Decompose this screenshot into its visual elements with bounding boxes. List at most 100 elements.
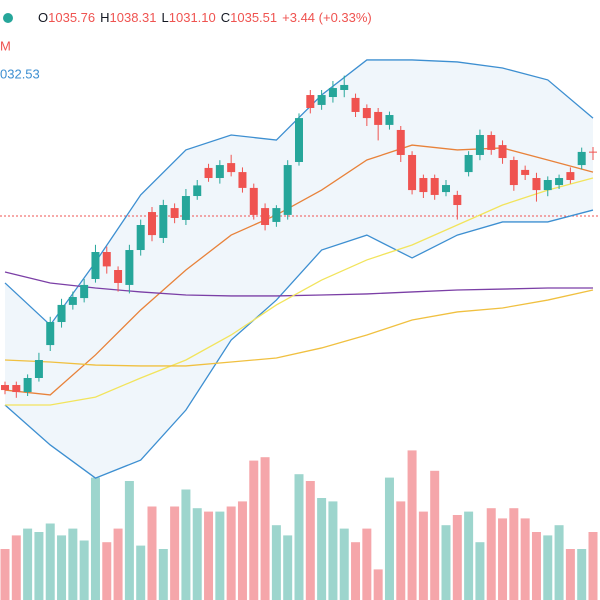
volume-bar [181, 489, 191, 600]
candle-body [193, 185, 202, 197]
candle-body [102, 252, 111, 267]
volume-bar [430, 470, 440, 600]
candle-body [577, 151, 586, 166]
volume-bar [351, 542, 361, 600]
volume-bar [90, 477, 100, 600]
candle-body [543, 180, 552, 191]
volume-bar [215, 511, 225, 600]
volume-bar [271, 525, 281, 600]
volume-bar [486, 508, 496, 600]
volume-bar [260, 457, 270, 600]
ohlc-key: H [100, 10, 109, 25]
volume-bar [588, 532, 598, 600]
indicator-line [5, 177, 594, 406]
volume-bar [373, 569, 383, 600]
candle-body [498, 145, 507, 159]
candle-body [125, 250, 134, 285]
change-value: +3.44 (+0.33%) [282, 10, 372, 25]
candle-body [272, 208, 281, 222]
volume-bar [294, 474, 304, 600]
candle-body [509, 160, 518, 186]
side-label-1: M [0, 38, 11, 53]
candle-body [475, 135, 484, 155]
indicator-line [4, 289, 594, 367]
volume-bar [170, 506, 180, 600]
candle-body [170, 208, 179, 218]
candle-body [419, 178, 428, 193]
status-dot [3, 13, 13, 23]
volume-bar [464, 511, 474, 600]
volume-bar [102, 542, 112, 600]
candle-body [1, 385, 9, 391]
candle-body [306, 95, 315, 108]
volume-bar [158, 549, 168, 600]
candle-body [566, 172, 575, 180]
volume-bar [565, 549, 575, 600]
ohlc-legend: O1035.76 H1038.31 L1031.10 C1035.51 +3.44 (+… [38, 10, 372, 25]
volume-bar [362, 528, 372, 600]
volume-bar [396, 501, 406, 600]
volume-bar [226, 506, 236, 600]
volume-bar [531, 532, 541, 600]
candle-body [249, 187, 258, 215]
volume-bar [441, 525, 451, 600]
volume-bar [509, 508, 519, 600]
candle-body [487, 135, 496, 150]
candle-body [261, 208, 270, 225]
candle-body [328, 88, 337, 98]
volume-bar [283, 535, 293, 600]
volume-bar [452, 515, 462, 600]
candle-body [430, 178, 439, 195]
candle-body [521, 169, 530, 175]
volume-bar [237, 501, 247, 600]
candle-body [351, 97, 360, 112]
candle-body [589, 151, 597, 153]
candle-body [464, 154, 473, 173]
ohlc-key: C [221, 10, 230, 25]
volume-bar [79, 540, 89, 600]
ohlc-value: 1035.76 [48, 10, 95, 25]
ohlc-value: 1031.10 [169, 10, 216, 25]
candle-body [204, 167, 213, 179]
volume-bar [147, 506, 157, 600]
candle-body [385, 115, 394, 125]
volume-bar [554, 525, 564, 600]
candle-body [68, 297, 77, 305]
volume-bar [192, 508, 202, 600]
ohlc-value: 1038.31 [110, 10, 157, 25]
candle-body [91, 252, 100, 279]
candle-body [181, 196, 190, 220]
volume-bar [34, 532, 44, 600]
candle-body [283, 165, 292, 215]
candle-body [80, 284, 89, 299]
candle-body [238, 172, 247, 188]
volume-bar [520, 518, 530, 600]
volume-bar [0, 549, 10, 600]
volume-bar [249, 460, 259, 600]
candle-body [46, 322, 55, 346]
candle-body [227, 163, 236, 173]
candle-body [159, 205, 168, 238]
side-label-2: 032.53 [0, 66, 40, 81]
candle-body [408, 154, 417, 191]
candle-body [453, 194, 462, 206]
volume-bar [577, 549, 587, 600]
volume-bar [204, 511, 214, 600]
volume-bar [543, 535, 553, 600]
candle-body [148, 212, 156, 236]
volume-bar [45, 523, 55, 600]
candle-body [374, 111, 383, 125]
candle-body [396, 129, 405, 155]
volume-bar [113, 528, 123, 600]
indicator-line [4, 209, 594, 479]
candle-body [57, 304, 66, 323]
volume-bar [124, 481, 134, 600]
candle-body [295, 118, 303, 162]
candle-body [114, 270, 123, 283]
candle-body [12, 385, 21, 393]
volume-bar [328, 501, 338, 600]
volume-bar [305, 481, 315, 600]
volume-bar [136, 545, 146, 600]
candle-body [317, 95, 326, 105]
